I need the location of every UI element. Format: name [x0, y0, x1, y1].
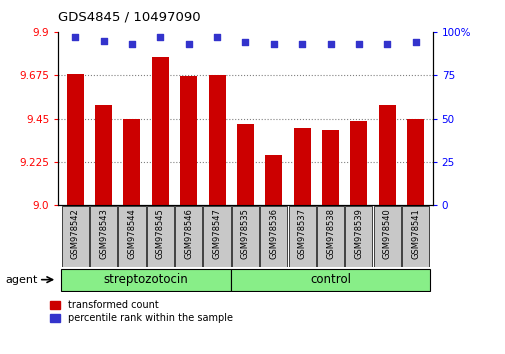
Text: GSM978537: GSM978537	[297, 209, 306, 259]
Text: GSM978535: GSM978535	[240, 209, 249, 259]
Text: agent: agent	[5, 275, 37, 285]
Bar	[265, 155, 282, 205]
Text: GSM978541: GSM978541	[410, 209, 419, 259]
Point	[99, 38, 108, 44]
Bar	[180, 76, 197, 205]
Bar	[123, 119, 140, 205]
Bar	[293, 128, 310, 205]
Point	[213, 34, 221, 40]
FancyBboxPatch shape	[316, 206, 343, 267]
Bar	[236, 124, 254, 205]
Point	[156, 34, 164, 40]
Point	[241, 39, 249, 45]
FancyBboxPatch shape	[288, 206, 315, 267]
Bar	[208, 75, 225, 205]
FancyBboxPatch shape	[146, 206, 174, 267]
Text: GSM978546: GSM978546	[184, 209, 193, 259]
Point	[382, 41, 390, 47]
Text: GSM978547: GSM978547	[212, 209, 221, 259]
Text: GSM978544: GSM978544	[127, 209, 136, 259]
Point	[269, 41, 277, 47]
Text: GSM978540: GSM978540	[382, 209, 391, 259]
FancyBboxPatch shape	[62, 206, 89, 267]
FancyBboxPatch shape	[231, 206, 259, 267]
Text: streptozotocin: streptozotocin	[104, 273, 188, 286]
FancyBboxPatch shape	[231, 268, 429, 291]
Point	[326, 41, 334, 47]
Point	[354, 41, 362, 47]
FancyBboxPatch shape	[61, 268, 231, 291]
FancyBboxPatch shape	[175, 206, 202, 267]
Bar	[378, 105, 395, 205]
Legend: transformed count, percentile rank within the sample: transformed count, percentile rank withi…	[50, 301, 232, 323]
Point	[128, 41, 136, 47]
Text: GSM978542: GSM978542	[71, 209, 80, 259]
Bar	[67, 74, 83, 205]
Bar	[152, 57, 169, 205]
FancyBboxPatch shape	[90, 206, 117, 267]
Point	[411, 39, 419, 45]
FancyBboxPatch shape	[373, 206, 400, 267]
Text: control: control	[310, 273, 350, 286]
Bar	[95, 105, 112, 205]
Text: GSM978545: GSM978545	[156, 209, 165, 259]
Point	[297, 41, 306, 47]
Point	[71, 34, 79, 40]
FancyBboxPatch shape	[401, 206, 428, 267]
Bar	[349, 120, 367, 205]
Bar	[321, 130, 338, 205]
Bar	[407, 119, 423, 205]
Point	[184, 41, 192, 47]
Text: GDS4845 / 10497090: GDS4845 / 10497090	[58, 10, 200, 23]
FancyBboxPatch shape	[260, 206, 287, 267]
Text: GSM978543: GSM978543	[99, 209, 108, 259]
FancyBboxPatch shape	[118, 206, 145, 267]
Text: GSM978539: GSM978539	[354, 209, 363, 259]
FancyBboxPatch shape	[344, 206, 372, 267]
Text: GSM978538: GSM978538	[325, 209, 334, 259]
FancyBboxPatch shape	[203, 206, 230, 267]
Text: GSM978536: GSM978536	[269, 209, 278, 259]
